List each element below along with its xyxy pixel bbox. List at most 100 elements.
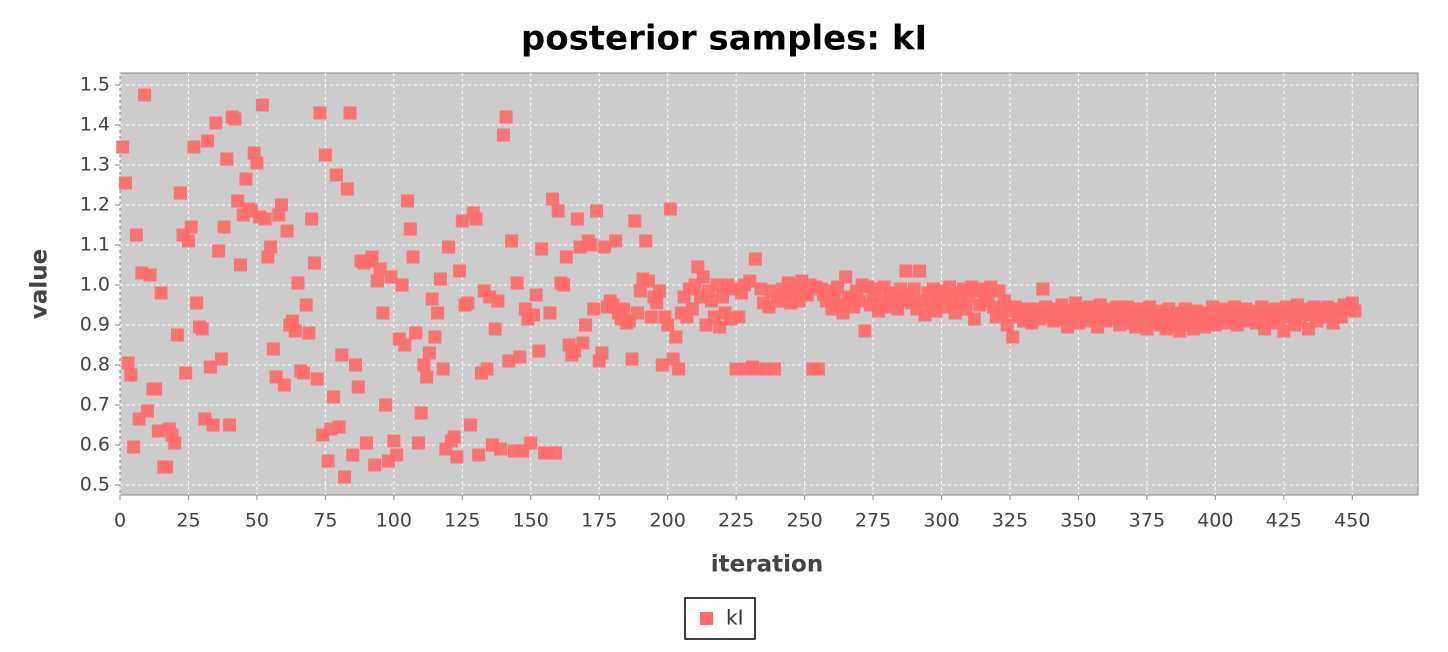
x-tick-label: 275 <box>855 510 891 532</box>
point <box>852 294 866 308</box>
point <box>959 302 973 316</box>
point <box>543 306 557 320</box>
point <box>899 264 913 278</box>
point <box>121 356 135 370</box>
point <box>570 212 584 226</box>
point <box>143 268 157 282</box>
x-tick-label: 350 <box>1060 510 1096 532</box>
point <box>494 442 508 456</box>
point <box>247 146 261 160</box>
point <box>288 324 302 338</box>
point <box>666 352 680 366</box>
point <box>422 346 436 360</box>
point <box>617 302 631 316</box>
point <box>425 292 439 306</box>
point <box>190 296 204 310</box>
point <box>420 370 434 384</box>
point <box>151 424 165 438</box>
point <box>302 326 316 340</box>
point <box>948 306 962 320</box>
point <box>704 294 718 308</box>
point <box>633 284 647 298</box>
y-tick-label: 1.0 <box>80 274 110 296</box>
point <box>217 220 231 234</box>
y-tick-label: 1.2 <box>80 194 110 216</box>
point <box>505 234 519 248</box>
point <box>830 280 844 294</box>
point <box>532 344 546 358</box>
point <box>280 224 294 238</box>
x-tick-label: 400 <box>1197 510 1233 532</box>
point <box>406 250 420 264</box>
x-tick-label: 450 <box>1334 510 1370 532</box>
point <box>510 276 524 290</box>
point <box>417 358 431 372</box>
point <box>168 436 182 450</box>
point <box>384 270 398 284</box>
point <box>401 194 415 208</box>
point <box>655 358 669 372</box>
point <box>913 264 927 278</box>
point <box>743 274 757 288</box>
point <box>461 296 475 310</box>
point <box>272 208 286 222</box>
point <box>625 352 639 366</box>
x-tick-label: 125 <box>444 510 480 532</box>
point <box>203 360 217 374</box>
point <box>359 436 373 450</box>
point <box>595 346 609 360</box>
point <box>266 342 280 356</box>
point <box>171 328 185 342</box>
point <box>559 250 573 264</box>
point <box>365 250 379 264</box>
y-tick-label: 1.4 <box>80 114 110 136</box>
point <box>998 294 1012 308</box>
point <box>277 378 291 392</box>
y-tick-label: 0.8 <box>80 354 110 376</box>
point <box>918 308 932 322</box>
point <box>598 240 612 254</box>
point <box>839 270 853 284</box>
point <box>587 302 601 316</box>
point <box>209 116 223 130</box>
chart-title: posterior samples: kI <box>521 19 927 59</box>
point <box>212 244 226 258</box>
point <box>291 276 305 290</box>
point <box>329 168 343 182</box>
point <box>299 298 313 312</box>
point <box>579 318 593 332</box>
y-axis-label: value <box>27 249 53 319</box>
point <box>286 314 300 328</box>
point <box>710 278 724 292</box>
plot-area <box>119 72 1419 496</box>
point <box>715 290 729 304</box>
point <box>811 362 825 376</box>
point <box>395 278 409 292</box>
x-tick-label: 0 <box>114 510 126 532</box>
point <box>576 336 590 350</box>
point <box>187 140 201 154</box>
x-tick-label: 325 <box>992 510 1028 532</box>
points <box>116 88 1362 484</box>
point <box>992 284 1006 298</box>
point <box>220 152 234 166</box>
point <box>296 366 310 380</box>
point <box>748 252 762 266</box>
point <box>379 398 393 412</box>
point <box>129 228 143 242</box>
point <box>231 194 245 208</box>
point <box>472 448 486 462</box>
point <box>239 172 253 186</box>
point <box>584 238 598 252</box>
point <box>179 366 193 380</box>
point <box>907 282 921 296</box>
point <box>343 106 357 120</box>
point <box>631 306 645 320</box>
point <box>127 440 141 454</box>
point <box>327 390 341 404</box>
point <box>1006 330 1020 344</box>
point <box>116 140 130 154</box>
point <box>447 430 461 444</box>
point <box>502 354 516 368</box>
point <box>387 434 401 448</box>
